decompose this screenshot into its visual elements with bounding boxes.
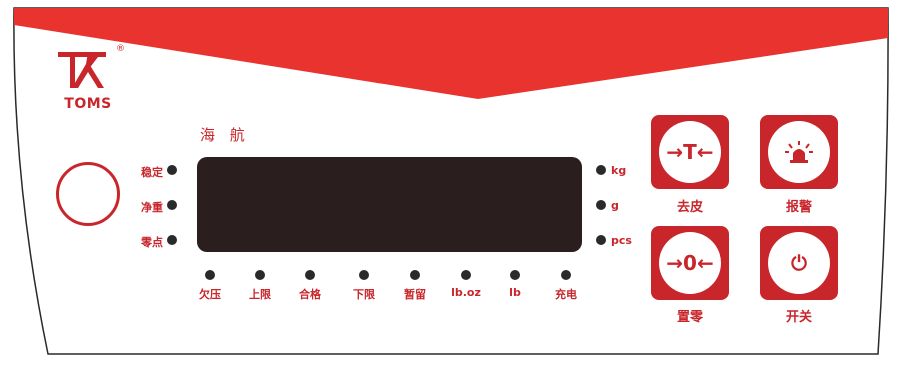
indicator-label-zero: 零点 [141,236,163,249]
indicator-light-net [167,200,177,210]
tare-button-label: 去皮 [676,200,703,215]
indicator-label-stable: 稳定 [141,166,163,179]
indicator-label-net: 净重 [141,201,163,214]
indicator-light-g [596,200,606,210]
model-subtitle: 海 航 [200,126,250,144]
alarm-button-face [768,121,830,183]
indicator-light-lb-oz [461,270,471,280]
red-banner [14,8,888,99]
indicator-label-pass: 合格 [299,288,321,301]
indicator-light-lb [510,270,520,280]
indicator-light-undervoltage [205,270,215,280]
indicator-light-kg [596,165,606,175]
round-button[interactable] [56,162,120,226]
indicator-label-upper-limit: 上限 [249,288,271,301]
unit-label-pcs: pcs [611,234,632,247]
registered-mark: ® [116,44,125,54]
tare-icon: →T← [666,140,714,164]
zero-icon: →0← [666,251,714,275]
power-button-face: ⏻ [768,232,830,294]
indicator-label-lb: lb [509,286,521,299]
indicator-light-hold [410,270,420,280]
indicator-label-undervoltage: 欠压 [199,288,221,301]
indicator-light-zero [167,235,177,245]
power-button-label: 开关 [785,310,812,325]
logo [52,44,124,94]
toms-logo-mark [58,52,106,88]
brand-name: TOMS [64,96,112,112]
indicator-light-lower-limit [359,270,369,280]
indicator-light-pass [305,270,315,280]
unit-label-g: g [611,199,619,212]
indicator-label-lower-limit: 下限 [353,288,375,301]
indicator-label-charging: 充电 [555,288,577,301]
power-button[interactable]: ⏻ [760,226,838,300]
indicator-light-upper-limit [255,270,265,280]
zero-button-face: →0← [659,232,721,294]
alarm-icon [768,121,830,183]
indicator-light-pcs [596,235,606,245]
tare-button-face: →T← [659,121,721,183]
indicator-light-charging [561,270,571,280]
zero-button-label: 置零 [676,310,703,325]
unit-label-kg: kg [611,164,627,177]
power-icon: ⏻ [791,251,807,275]
indicator-light-stable [167,165,177,175]
alarm-button[interactable] [760,115,838,189]
zero-button[interactable]: →0← [651,226,729,300]
indicator-label-hold: 暂留 [404,288,426,301]
weight-display [197,157,582,252]
tare-button[interactable]: →T← [651,115,729,189]
indicator-label-lb-oz: lb.oz [451,286,481,299]
alarm-button-label: 报警 [785,200,812,215]
